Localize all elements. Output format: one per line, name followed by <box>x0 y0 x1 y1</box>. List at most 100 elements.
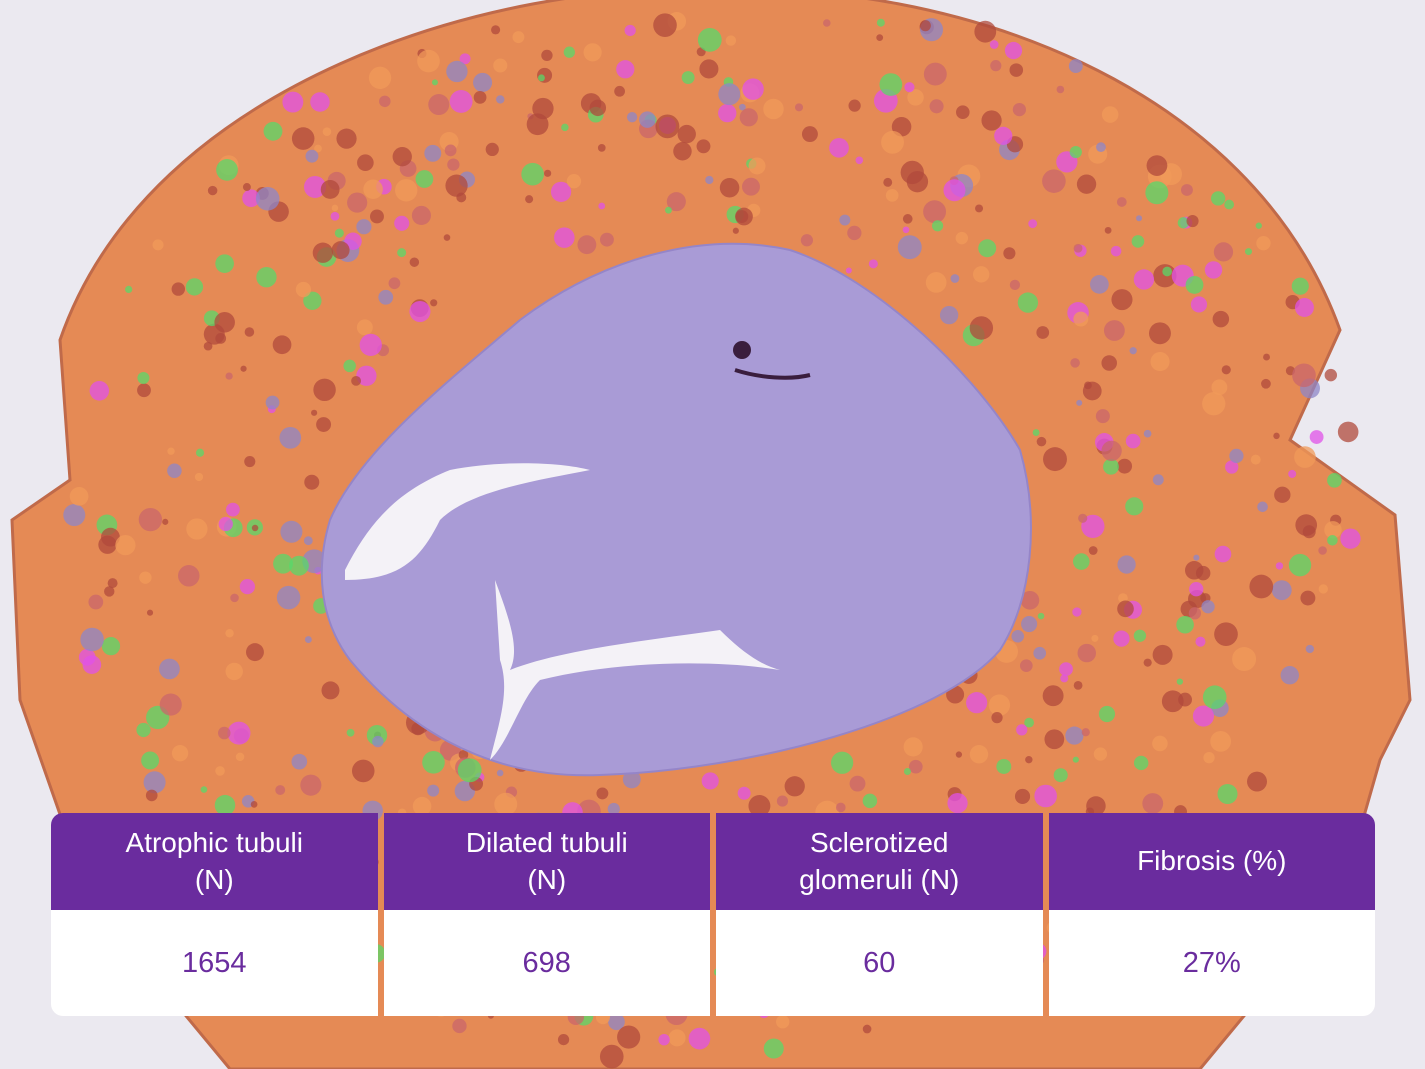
texture-dot <box>1003 247 1016 260</box>
texture-dot <box>1037 612 1045 620</box>
texture-dot <box>739 103 746 111</box>
texture-dot <box>696 139 711 154</box>
texture-dot <box>794 103 804 112</box>
texture-dot <box>314 144 322 153</box>
texture-dot <box>356 319 373 336</box>
texture-dot <box>1081 514 1105 538</box>
texture-dot <box>677 124 696 144</box>
texture-dot <box>666 192 686 212</box>
texture-dot <box>626 112 638 123</box>
texture-dot <box>1288 553 1312 577</box>
texture-dot <box>932 220 944 232</box>
texture-dot <box>1020 590 1040 610</box>
tissue-mark <box>734 368 811 380</box>
texture-dot <box>207 185 218 196</box>
texture-dot <box>417 49 440 73</box>
texture-dot <box>1101 355 1117 371</box>
texture-dot <box>969 316 994 340</box>
texture-dot <box>883 177 893 187</box>
texture-dot <box>904 82 915 93</box>
texture-dot <box>966 692 988 714</box>
texture-dot <box>1340 528 1361 549</box>
texture-dot <box>246 643 264 662</box>
texture-dot <box>449 90 473 113</box>
texture-dot <box>876 18 885 27</box>
texture-dot <box>411 205 431 225</box>
texture-dot <box>829 137 849 158</box>
texture-dot <box>496 769 504 777</box>
texture-dot <box>1271 580 1292 601</box>
texture-dot <box>1232 647 1257 672</box>
texture-dot <box>357 154 374 172</box>
texture-dot <box>225 629 234 638</box>
texture-dot <box>230 593 239 603</box>
texture-dot <box>719 177 740 198</box>
value-cell-text: 27% <box>1182 946 1241 979</box>
texture-dot <box>624 24 636 37</box>
results-table: Atrophic tubuli (N) Dilated tubuli (N) Scl… <box>51 813 1375 1016</box>
texture-dot <box>104 586 115 597</box>
texture-dot <box>379 95 391 108</box>
texture-dot <box>69 486 89 506</box>
texture-dot <box>1056 85 1065 94</box>
texture-dot <box>1004 41 1023 60</box>
texture-dot <box>1095 409 1110 424</box>
texture-dot <box>1070 358 1080 368</box>
texture-dot <box>902 214 913 224</box>
texture-dot <box>1280 666 1299 685</box>
texture-dot <box>1011 630 1025 643</box>
texture-dot <box>378 289 394 305</box>
texture-dot <box>159 658 180 680</box>
texture-dot <box>862 793 878 809</box>
value-cell: 60 <box>716 910 1043 1016</box>
texture-dot <box>1073 553 1090 570</box>
texture-dot <box>372 735 384 748</box>
texture-dot <box>1203 752 1215 764</box>
texture-dot <box>1176 615 1194 634</box>
texture-dot <box>1009 279 1021 290</box>
texture-dot <box>1125 433 1141 449</box>
texture-dot <box>1076 399 1083 406</box>
texture-dot <box>1142 793 1164 814</box>
texture-dot <box>1188 607 1202 620</box>
texture-dot <box>735 207 753 226</box>
texture-dot <box>1036 326 1050 339</box>
texture-dot <box>491 25 501 35</box>
texture-dot <box>1273 432 1280 440</box>
texture-dot <box>186 518 208 540</box>
texture-dot <box>978 239 997 258</box>
texture-dot <box>929 99 944 114</box>
texture-dot <box>748 157 766 175</box>
texture-dot <box>178 565 200 587</box>
texture-dot <box>392 147 412 167</box>
texture-dot <box>1184 561 1204 580</box>
texture-dot <box>972 266 990 283</box>
texture-dot <box>138 507 163 532</box>
texture-dot <box>101 527 120 547</box>
texture-dot <box>452 1018 467 1034</box>
texture-dot <box>1072 607 1082 617</box>
texture-dot <box>1129 347 1137 355</box>
texture-dot <box>279 426 302 449</box>
texture-dot <box>473 91 487 104</box>
texture-dot <box>1113 630 1130 647</box>
texture-dot <box>244 327 255 337</box>
texture-dot <box>1217 783 1238 805</box>
texture-dot <box>653 13 677 37</box>
texture-dot <box>1103 320 1125 341</box>
texture-dot <box>137 383 151 398</box>
texture-dot <box>446 60 468 83</box>
texture-dot <box>1117 600 1134 618</box>
texture-dot <box>955 231 969 245</box>
header-cell: Atrophic tubuli (N) <box>51 813 378 910</box>
texture-dot <box>1152 735 1168 752</box>
texture-dot <box>697 27 722 52</box>
texture-dot <box>1181 184 1193 196</box>
texture-dot <box>563 46 575 58</box>
texture-dot <box>1162 266 1172 277</box>
texture-dot <box>1229 448 1244 463</box>
texture-dot <box>1225 460 1239 474</box>
texture-dot <box>1291 277 1309 295</box>
texture-dot <box>235 752 245 762</box>
texture-dot <box>300 774 322 796</box>
